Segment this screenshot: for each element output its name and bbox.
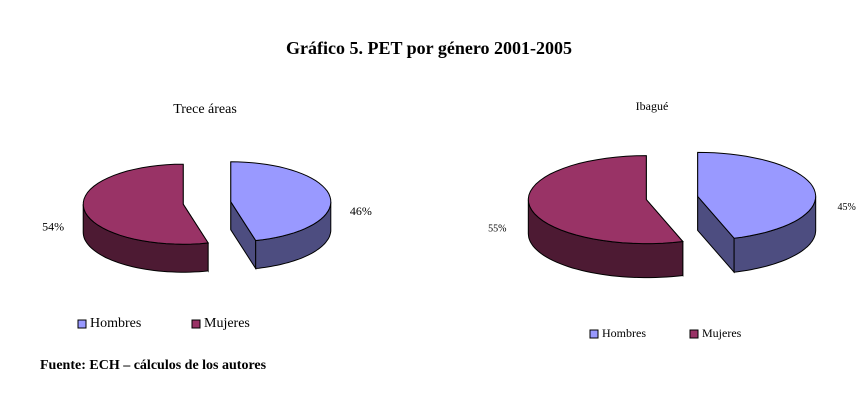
- data-label: 45%: [838, 202, 856, 213]
- data-label: 54%: [42, 219, 64, 233]
- pie-slice: [527, 155, 684, 245]
- pie-slice: [230, 161, 332, 242]
- legend-swatch: [589, 329, 599, 339]
- legend-swatch: [191, 319, 201, 329]
- pie-slice: [697, 151, 817, 239]
- pie-title: Ibagué: [636, 99, 669, 113]
- legend-swatch: [689, 329, 699, 339]
- data-label: 46%: [350, 204, 372, 218]
- legend-swatch: [77, 319, 87, 329]
- legend-label: Mujeres: [204, 316, 250, 331]
- legend-label: Hombres: [90, 316, 141, 331]
- legend-label: Mujeres: [702, 326, 742, 340]
- page-title: Gráfico 5. PET por género 2001-2005: [286, 38, 572, 58]
- source-note: Fuente: ECH – cálculos de los autores: [40, 358, 267, 373]
- data-label: 55%: [488, 223, 506, 234]
- pie-title: Trece áreas: [173, 102, 237, 117]
- pie-slice: [82, 163, 209, 245]
- legend-label: Hombres: [602, 326, 646, 340]
